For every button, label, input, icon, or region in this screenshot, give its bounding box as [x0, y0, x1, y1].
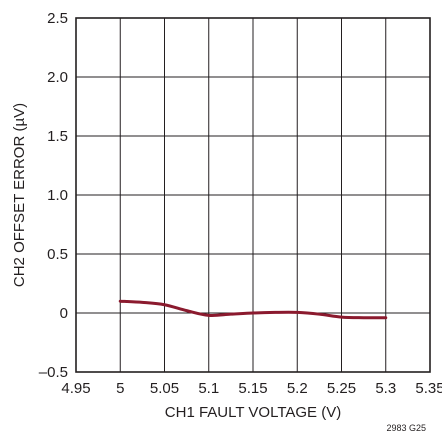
x-tick-label: 5.05 [150, 380, 179, 397]
y-tick-label: 2.5 [47, 10, 68, 27]
y-tick-label: 1.0 [47, 187, 68, 204]
tick-labels: 4.95 5 5.05 5.1 5.15 5.2 5.25 5.3 5.35 –0.5 0 0.5 1.… [39, 10, 442, 397]
x-axis-title: CH1 FAULT VOLTAGE (V) [165, 404, 341, 421]
series-line [118, 299, 388, 320]
y-tick-label: 1.5 [47, 128, 68, 145]
x-tick-label: 5.3 [375, 380, 396, 397]
grid [75, 17, 431, 373]
x-tick-label: 5.15 [238, 380, 267, 397]
x-tick-label: 5.1 [198, 380, 219, 397]
x-tick-label: 5.25 [327, 380, 356, 397]
y-tick-label: 0 [60, 305, 68, 322]
series-layer [118, 299, 388, 320]
x-tick-label: 5 [116, 380, 124, 397]
x-tick-label: 5.35 [415, 380, 442, 397]
y-tick-label: –0.5 [39, 364, 68, 381]
y-tick-label: 2.0 [47, 69, 68, 86]
x-tick-label: 5.2 [287, 380, 308, 397]
x-tick-label: 4.95 [61, 380, 90, 397]
y-axis-title: CH2 OFFSET ERROR (µV) [11, 103, 28, 287]
plot-frame [75, 17, 431, 373]
y-tick-label: 0.5 [47, 246, 68, 263]
figure-id: 2983 G25 [386, 423, 426, 433]
